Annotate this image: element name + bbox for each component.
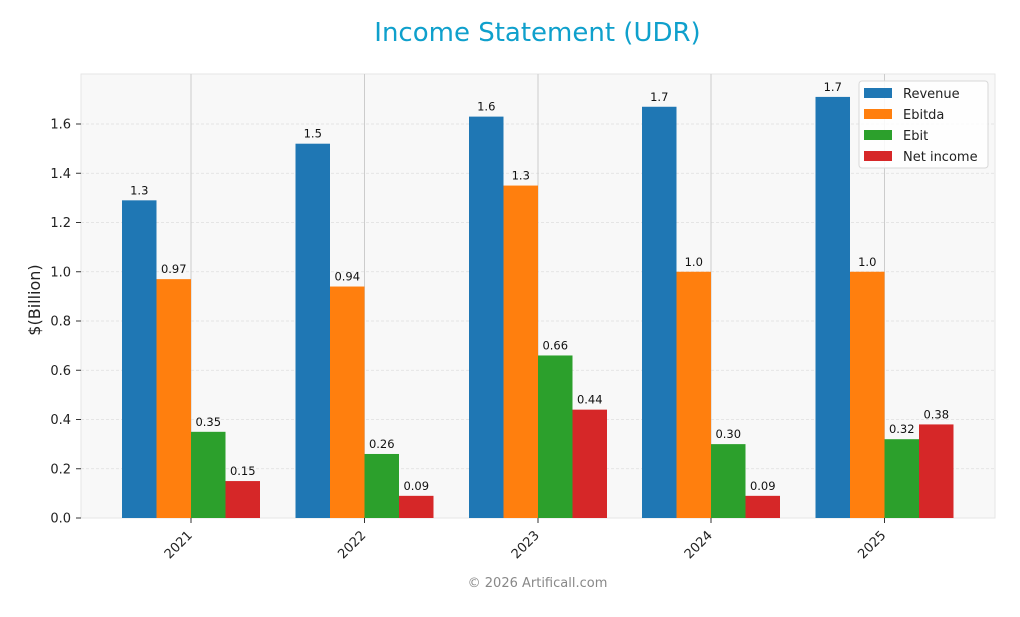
bar-ebit bbox=[191, 431, 226, 518]
bar-ebitda bbox=[503, 185, 538, 518]
bar-value-label: 1.0 bbox=[858, 255, 876, 269]
chart-title: Income Statement (UDR) bbox=[374, 18, 701, 48]
legend-label: Ebit bbox=[903, 129, 928, 144]
bar-group-2022: 1.5 0.94 0.26 0.09 2022 bbox=[295, 127, 434, 562]
y-tick-label: 0.4 bbox=[50, 413, 71, 428]
bar-ebit bbox=[364, 453, 399, 518]
bar-ebitda bbox=[676, 271, 711, 518]
bar-group-2023: 1.6 1.3 0.66 0.44 2023 bbox=[469, 100, 607, 562]
bar-value-label: 0.09 bbox=[750, 479, 776, 493]
bar-value-label: 0.38 bbox=[923, 407, 949, 421]
bar-value-label: 1.3 bbox=[130, 183, 148, 197]
bar-ebitda bbox=[156, 279, 191, 518]
bar-ebit bbox=[884, 439, 919, 518]
y-axis-label: $(Billion) bbox=[25, 264, 44, 335]
bar-ebitda bbox=[330, 286, 365, 518]
bar-revenue bbox=[469, 116, 504, 519]
bar-value-label: 0.09 bbox=[403, 479, 429, 493]
bar-value-label: 0.30 bbox=[715, 427, 741, 441]
x-tick-label: 2025 bbox=[855, 528, 889, 562]
y-tick-label: 1.6 bbox=[50, 118, 71, 133]
bar-revenue bbox=[815, 96, 850, 518]
bar-net-income bbox=[399, 495, 434, 518]
copyright-footer: © 2026 Artificall.com bbox=[467, 576, 608, 591]
legend-label: Net income bbox=[903, 150, 978, 165]
bar-group-2025: 1.7 1.0 0.32 0.38 2025 bbox=[815, 80, 954, 562]
bar-net-income bbox=[919, 424, 954, 518]
x-tick-label: 2024 bbox=[682, 528, 716, 562]
bar-ebit bbox=[538, 355, 573, 518]
legend-label: Revenue bbox=[903, 87, 960, 102]
bar-group-2024: 1.7 1.0 0.30 0.09 2024 bbox=[642, 90, 780, 562]
x-tick-label: 2021 bbox=[162, 528, 196, 562]
bar-revenue bbox=[122, 200, 157, 518]
x-tick-label: 2023 bbox=[509, 528, 543, 562]
bar-value-label: 1.0 bbox=[685, 255, 703, 269]
bar-value-label: 1.7 bbox=[650, 90, 668, 104]
bar-value-label: 0.44 bbox=[577, 393, 603, 407]
legend-swatch-ebitda bbox=[864, 109, 892, 119]
bar-net-income bbox=[745, 495, 780, 518]
bar-value-label: 0.26 bbox=[369, 437, 395, 451]
bar-value-label: 0.32 bbox=[889, 422, 915, 436]
bar-value-label: 0.35 bbox=[195, 415, 221, 429]
bar-value-label: 1.6 bbox=[477, 100, 495, 114]
y-tick-label: 1.4 bbox=[50, 167, 71, 182]
bar-value-label: 1.7 bbox=[824, 80, 842, 94]
bar-revenue bbox=[295, 143, 330, 518]
y-tick-label: 0.2 bbox=[50, 462, 71, 477]
bar-value-label: 1.5 bbox=[304, 127, 322, 141]
legend-swatch-net-income bbox=[864, 151, 892, 161]
bar-net-income bbox=[572, 409, 607, 518]
legend-swatch-ebit bbox=[864, 130, 892, 140]
bar-net-income bbox=[225, 481, 260, 518]
y-tick-label: 1.0 bbox=[50, 265, 71, 280]
bar-value-label: 0.97 bbox=[161, 262, 187, 276]
bar-value-label: 0.94 bbox=[334, 270, 360, 284]
y-tick-label: 0.8 bbox=[50, 315, 71, 330]
y-tick-label: 0.0 bbox=[50, 512, 71, 527]
bar-value-label: 0.66 bbox=[542, 338, 568, 352]
bar-group-2021: 1.3 0.97 0.35 0.15 2021 bbox=[122, 183, 260, 562]
legend-box bbox=[858, 80, 989, 169]
bar-ebit bbox=[711, 444, 746, 518]
bar-value-label: 0.15 bbox=[230, 464, 256, 478]
legend-label: Ebitda bbox=[903, 108, 944, 123]
y-tick-label: 1.2 bbox=[50, 216, 71, 231]
x-tick-label: 2022 bbox=[335, 528, 369, 562]
bar-value-label: 1.3 bbox=[512, 169, 530, 183]
bar-revenue bbox=[642, 106, 677, 518]
y-tick-label: 0.6 bbox=[50, 364, 71, 379]
legend-swatch-revenue bbox=[864, 88, 892, 98]
legend: Revenue Ebitda Ebit Net income bbox=[858, 80, 989, 169]
bar-ebitda bbox=[850, 271, 885, 518]
